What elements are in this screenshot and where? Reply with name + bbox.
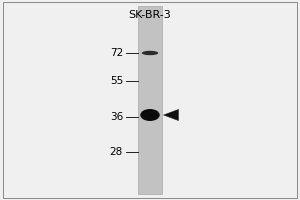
Ellipse shape <box>140 109 160 121</box>
Polygon shape <box>164 109 178 121</box>
Text: 36: 36 <box>110 112 123 122</box>
Ellipse shape <box>142 51 158 55</box>
Bar <box>138 6 162 194</box>
Text: SK-BR-3: SK-BR-3 <box>129 10 171 20</box>
Text: 55: 55 <box>110 76 123 86</box>
Text: 28: 28 <box>110 147 123 157</box>
Text: 72: 72 <box>110 48 123 58</box>
